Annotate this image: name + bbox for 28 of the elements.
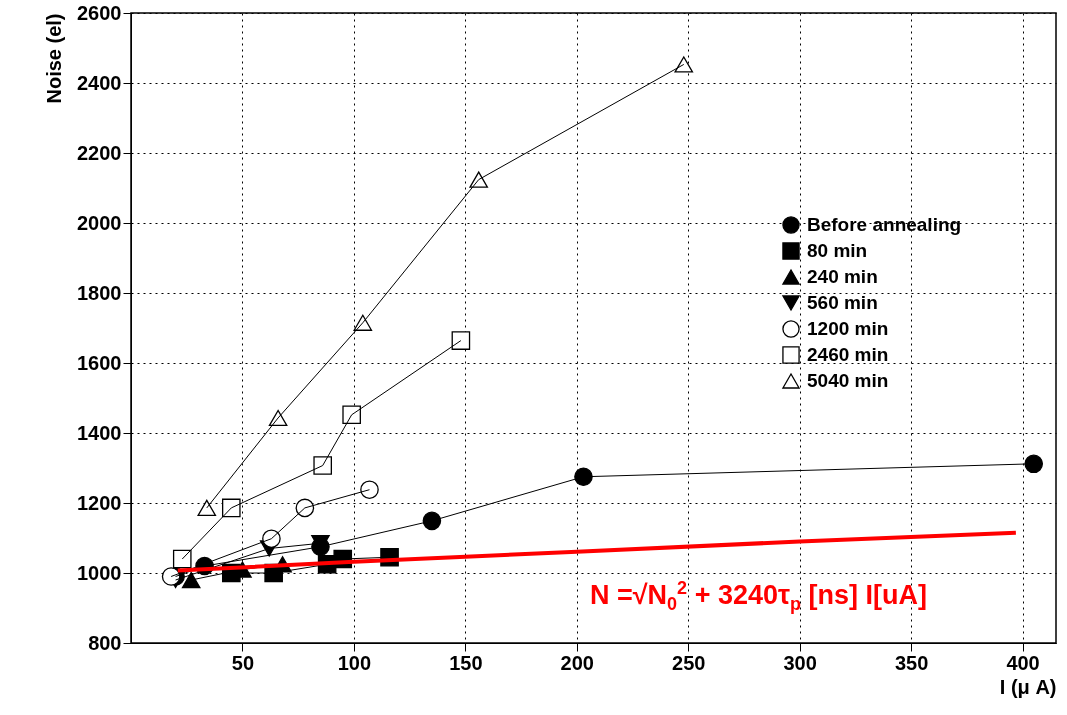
legend-label: Before annealing xyxy=(807,214,962,235)
y-tick-label: 2200 xyxy=(77,141,122,164)
x-tick-label: 300 xyxy=(783,651,817,674)
x-axis-title: I (μ A) xyxy=(999,675,1057,698)
annotation: N =√N$_{0}$$^{2}$ + 3240τ$_{p}$ [ns] I[uA] xyxy=(590,578,927,616)
y-tick-label: 1000 xyxy=(77,561,122,584)
x-tick-label: 150 xyxy=(449,651,483,674)
legend-label: 5040 min xyxy=(807,370,889,391)
y-tick-label: 1200 xyxy=(77,491,122,514)
x-tick-label: 250 xyxy=(672,651,706,674)
y-tick-label: 1600 xyxy=(77,351,122,374)
x-tick-label: 50 xyxy=(231,651,255,674)
y-tick-label: 2600 xyxy=(77,1,122,24)
y-tick-label: 2400 xyxy=(77,71,122,94)
x-tick-label: 200 xyxy=(560,651,594,674)
y-tick-label: 1800 xyxy=(77,281,122,304)
legend-label: 2460 min xyxy=(807,344,889,365)
x-tick-label: 100 xyxy=(337,651,372,674)
y-tick-label: 1400 xyxy=(77,421,122,444)
y-tick-label: 800 xyxy=(88,631,122,654)
legend-label: 1200 min xyxy=(807,318,889,339)
y-tick-label: 2000 xyxy=(77,211,122,234)
y-axis-title: Noise (el) xyxy=(43,13,66,104)
legend-label: 80 min xyxy=(807,240,868,261)
x-tick-label: 350 xyxy=(894,651,929,674)
x-tick-label: 400 xyxy=(1006,651,1040,674)
legend-label: 240 min xyxy=(807,266,878,287)
legend-label: 560 min xyxy=(807,292,878,313)
